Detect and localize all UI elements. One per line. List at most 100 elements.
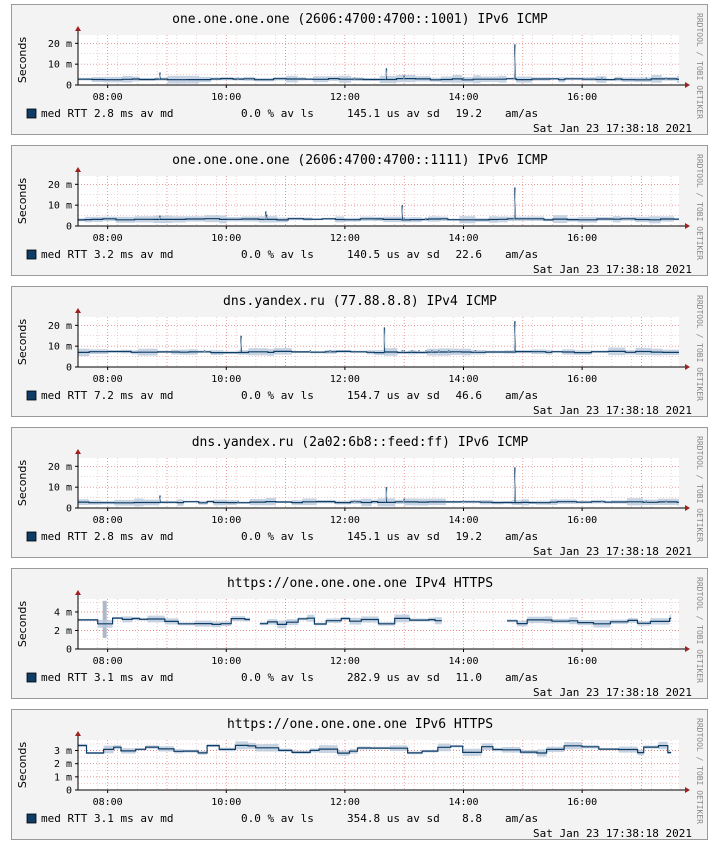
y-axis-arrow	[75, 731, 81, 736]
graph-svg: dns.yandex.ru (2a02:6b8::feed:ff) IPv6 I…	[16, 435, 704, 558]
graph-title: one.one.one.one (2606:4700:4700::1001) I…	[172, 12, 548, 27]
y-tick-label: 0	[66, 504, 72, 515]
x-tick-label: 16:00	[567, 374, 597, 385]
watermark: RRDTOOL / TOBI OETIKER	[695, 13, 704, 119]
rtt-spike-band	[329, 350, 332, 353]
rtt-spike-band	[403, 218, 406, 220]
watermark: RRDTOOL / TOBI OETIKER	[695, 577, 704, 683]
legend-swatch	[26, 672, 37, 683]
x-tick-label: 12:00	[330, 92, 360, 103]
graph-timestamp: Sat Jan 23 17:38:18 2021	[533, 545, 692, 558]
legend-unit: am/as	[505, 530, 538, 543]
legend-label: med RTT	[41, 248, 88, 261]
y-tick-label: 10 m	[48, 483, 72, 494]
legend-unit: am/as	[505, 107, 538, 120]
legend-loss: 0.0 % av ls	[241, 530, 314, 543]
y-axis-arrow	[75, 26, 81, 31]
legend-ratio: 19.2	[456, 107, 483, 120]
legend-stddev: 145.1 us av sd	[347, 107, 440, 120]
legend-unit: am/as	[505, 812, 538, 825]
legend-ratio: 8.8	[462, 812, 482, 825]
rtt-spike-band	[513, 322, 517, 353]
graph-timestamp: Sat Jan 23 17:38:18 2021	[533, 263, 692, 276]
x-tick-label: 12:00	[330, 374, 360, 385]
rtt-spike-band	[513, 468, 517, 503]
x-tick-label: 08:00	[93, 233, 123, 244]
y-axis-arrow	[75, 590, 81, 595]
graph-svg: dns.yandex.ru (77.88.8.8) IPv4 ICMP RRDTO…	[16, 294, 704, 417]
x-axis-arrow	[685, 223, 690, 229]
x-axis-arrow	[685, 787, 690, 793]
rtt-series-line	[259, 617, 442, 625]
y-axis-arrow	[75, 308, 81, 313]
x-tick-label: 12:00	[330, 797, 360, 808]
graph-svg: https://one.one.one.one IPv6 HTTPS RRDTOO…	[16, 717, 704, 840]
legend-swatch	[26, 813, 37, 824]
watermark: RRDTOOL / TOBI OETIKER	[695, 295, 704, 401]
rtt-series-line	[78, 744, 672, 754]
major-grid	[107, 317, 642, 367]
legend-loss: 0.0 % av ls	[241, 389, 314, 402]
legend-loss: 0.0 % av ls	[241, 671, 314, 684]
y-tick-label: 2 m	[54, 626, 72, 637]
rtt-series-line	[78, 350, 679, 354]
y-tick-label: 10 m	[48, 60, 72, 71]
rtt-spike-band	[309, 350, 312, 353]
graph-panel-5: https://one.one.one.one IPv4 HTTPS RRDTOO…	[11, 568, 708, 699]
legend-label: med RTT	[41, 530, 88, 543]
rtt-spike-band	[385, 69, 388, 80]
legend-median: 3.2 ms av md	[94, 248, 173, 261]
plot-area	[78, 317, 679, 367]
y-axis-label: Seconds	[16, 460, 29, 506]
watermark: RRDTOOL / TOBI OETIKER	[695, 154, 704, 260]
graph-timestamp: Sat Jan 23 17:38:18 2021	[533, 404, 692, 417]
y-tick-label: 0	[66, 222, 72, 233]
y-tick-label: 0	[66, 645, 72, 656]
legend-unit: am/as	[505, 248, 538, 261]
rtt-spike-band	[403, 350, 406, 353]
y-axis-label: Seconds	[16, 319, 29, 365]
legend-median: 2.8 ms av md	[94, 107, 173, 120]
legend-label: med RTT	[41, 107, 88, 120]
legend-median: 3.1 ms av md	[94, 812, 173, 825]
rtt-spike-band	[513, 45, 517, 80]
x-tick-label: 14:00	[448, 374, 478, 385]
x-tick-label: 14:00	[448, 797, 478, 808]
y-tick-label: 2 m	[54, 759, 72, 770]
legend-ratio: 22.6	[456, 248, 483, 261]
rtt-spike-band	[265, 215, 268, 220]
rtt-spike-band	[437, 350, 440, 353]
rtt-spike-band	[403, 76, 406, 80]
rtt-spike-band	[383, 328, 386, 353]
rtt-spike-band	[401, 206, 404, 220]
legend-label: med RTT	[41, 812, 88, 825]
x-tick-label: 10:00	[211, 515, 241, 526]
y-axis-label: Seconds	[16, 178, 29, 224]
x-tick-label: 08:00	[93, 797, 123, 808]
major-grid	[107, 35, 642, 85]
rtt-spike-band	[385, 488, 388, 503]
y-tick-label: 20 m	[48, 39, 72, 50]
graph-timestamp: Sat Jan 23 17:38:18 2021	[533, 122, 692, 135]
rtt-spike-band	[513, 188, 517, 220]
legend-label: med RTT	[41, 389, 88, 402]
rtt-spike-band	[403, 499, 406, 503]
major-grid	[107, 176, 642, 226]
rtt-series-line	[78, 78, 679, 81]
graph-svg: one.one.one.one (2606:4700:4700::1001) I…	[16, 12, 704, 135]
x-tick-label: 14:00	[448, 656, 478, 667]
legend-loss: 0.0 % av ls	[241, 812, 314, 825]
legend-stddev: 354.8 us av sd	[347, 812, 440, 825]
x-tick-label: 10:00	[211, 797, 241, 808]
rtt-spike-band	[158, 496, 162, 503]
rtt-spike-band	[447, 350, 450, 353]
rtt-series-line	[78, 617, 250, 625]
y-tick-label: 1 m	[54, 772, 72, 783]
x-tick-label: 08:00	[93, 656, 123, 667]
x-tick-label: 16:00	[567, 515, 597, 526]
graph-svg: one.one.one.one (2606:4700:4700::1111) I…	[16, 153, 704, 276]
rtt-spike-band	[424, 218, 427, 220]
y-tick-label: 10 m	[48, 201, 72, 212]
rtt-spike-band	[158, 216, 162, 220]
graph-panel-4: dns.yandex.ru (2a02:6b8::feed:ff) IPv6 I…	[11, 427, 708, 558]
